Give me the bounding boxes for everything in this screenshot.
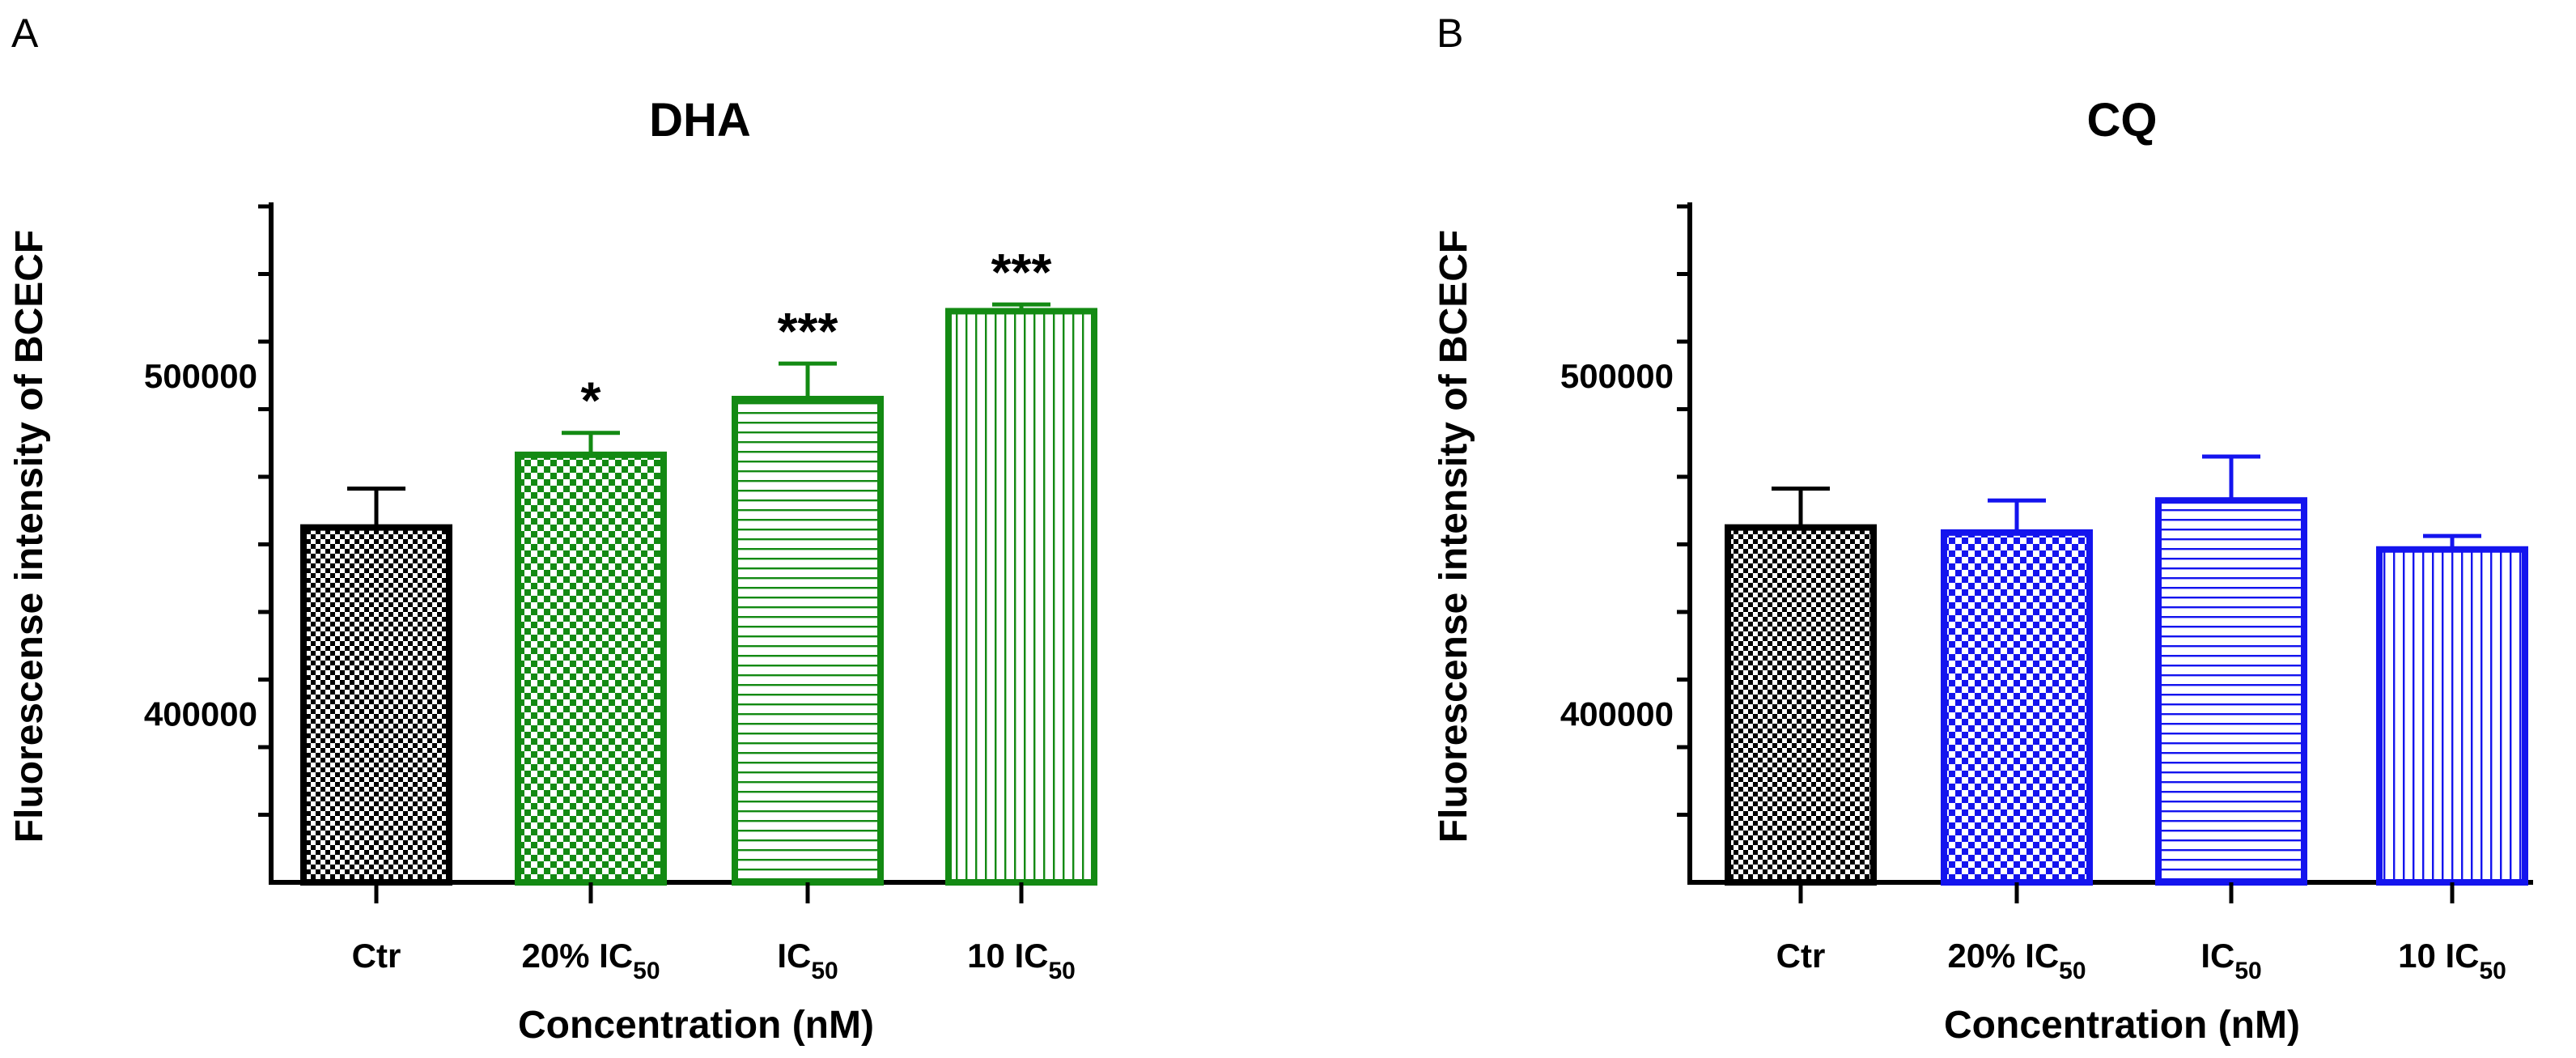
x-axis-label: Concentration (nM) [518,1004,874,1047]
bar [2376,546,2528,886]
x-tick-label: 10 IC50 [967,937,1076,984]
bar [1725,524,1877,886]
chart-title: DHA [649,94,751,147]
bar [1941,529,2093,886]
significance-marker: * [581,372,601,430]
x-tick-label: IC50 [2200,937,2261,984]
y-tick-label: 400000 [144,695,257,733]
x-tick-label: 10 IC50 [2398,937,2506,984]
bar [515,451,667,886]
y-axis-label: Fluorescense intensity of BCECF [1432,230,1475,843]
bar [300,524,452,886]
x-tick-label: Ctr [352,937,401,975]
x-tick-label: IC50 [777,937,838,984]
y-tick-label: 400000 [1560,695,1674,733]
panel-label: A [11,11,39,56]
x-tick-label: 20% IC50 [1947,937,2086,984]
y-axis-label: Fluorescense intensity of BCECF [8,230,51,843]
bar [732,395,884,886]
significance-marker: *** [991,243,1052,301]
x-axis-label: Concentration (nM) [1944,1004,2300,1047]
bar [945,308,1097,886]
chart-title: CQ [2087,94,2158,147]
panel-label: B [1437,11,1463,56]
bar [2155,497,2307,886]
x-tick-label: Ctr [1776,937,1826,975]
panel-b: B CQ Fluorescense intensity of BCECF Concen… [1432,11,2533,1047]
panel-a: A DHA Fluorescense intensity of BCECF Conce… [8,11,1097,1047]
x-tick-label: 20% IC50 [521,937,660,984]
y-tick-label: 500000 [144,357,257,395]
significance-marker: *** [778,302,838,360]
y-tick-label: 500000 [1560,357,1674,395]
